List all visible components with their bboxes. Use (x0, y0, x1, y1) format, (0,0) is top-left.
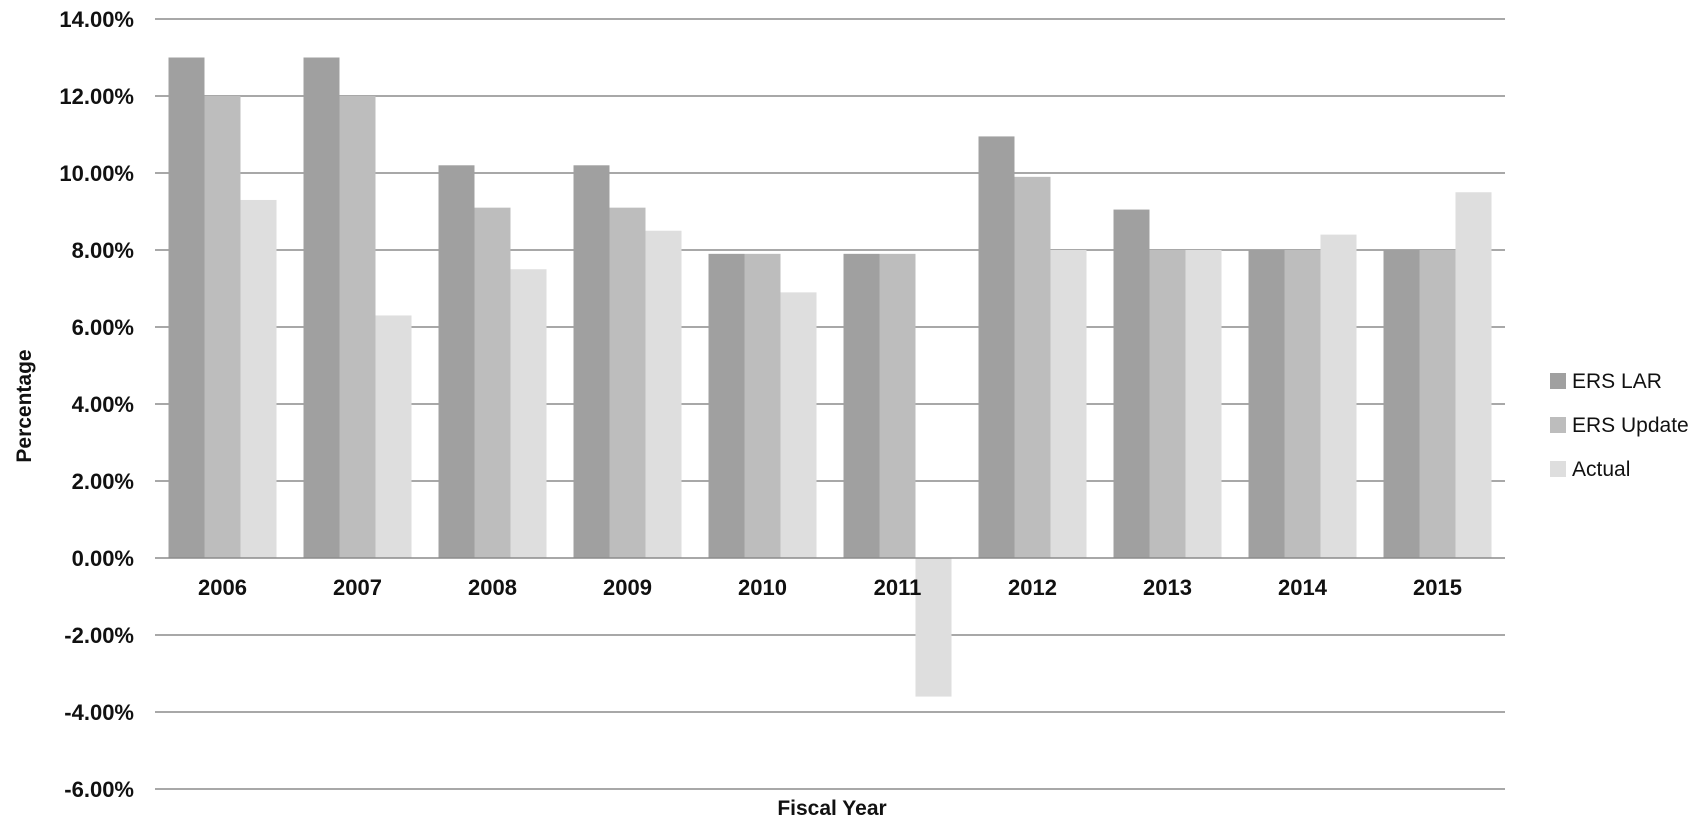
bar (1248, 250, 1285, 558)
y-tick-label: 10.00% (59, 161, 134, 186)
y-tick-label: 12.00% (59, 84, 134, 109)
bar (204, 96, 241, 558)
y-tick-label: 14.00% (59, 7, 134, 32)
legend: ERS LAR ERS Update Actual (1550, 370, 1689, 481)
y-axis-tick-labels: 14.00% 12.00% 10.00% 8.00% 6.00% 4.00% 2.00% 0.… (59, 7, 134, 802)
legend-label: ERS Update (1572, 414, 1689, 437)
bar (438, 165, 475, 559)
bar (744, 253, 781, 558)
bar (168, 57, 205, 558)
y-tick-label: 4.00% (72, 392, 134, 417)
bar (1014, 176, 1051, 558)
bar (1113, 209, 1150, 558)
legend-label: Actual (1572, 458, 1630, 481)
x-tick-label: 2008 (468, 575, 517, 600)
bar (474, 207, 511, 558)
x-tick-label: 2006 (198, 575, 247, 600)
bar (1320, 234, 1357, 558)
bar (510, 269, 547, 558)
bar (1383, 250, 1420, 558)
bar (978, 136, 1015, 559)
bar (303, 57, 340, 558)
x-axis-tick-labels: 2006 2007 2008 2009 2010 2011 2012 2013 2014 2015 (198, 575, 1462, 600)
y-axis-title: Percentage (13, 349, 36, 462)
x-tick-label: 2015 (1413, 575, 1462, 600)
bar (915, 558, 952, 697)
legend-label: ERS LAR (1572, 370, 1662, 393)
bar (879, 253, 916, 558)
x-tick-label: 2010 (738, 575, 787, 600)
legend-swatch (1550, 461, 1566, 477)
x-tick-label: 2013 (1143, 575, 1192, 600)
y-tick-label: -4.00% (64, 700, 134, 725)
x-axis-title: Fiscal Year (777, 797, 886, 818)
bar (375, 315, 412, 558)
y-tick-label: -2.00% (64, 623, 134, 648)
legend-swatch (1550, 373, 1566, 389)
bar (573, 165, 610, 559)
bar (1419, 250, 1456, 558)
y-tick-label: 6.00% (72, 315, 134, 340)
bar (843, 253, 880, 558)
bar (708, 253, 745, 558)
bar (780, 292, 817, 558)
x-tick-label: 2011 (874, 575, 922, 600)
x-tick-label: 2012 (1008, 575, 1057, 600)
bar (1284, 250, 1321, 558)
bar (645, 230, 682, 558)
bar (1050, 250, 1087, 558)
bar (339, 96, 376, 558)
y-tick-label: -6.00% (64, 777, 134, 802)
y-tick-label: 8.00% (72, 238, 134, 263)
x-tick-label: 2007 (333, 575, 382, 600)
x-tick-label: 2014 (1278, 575, 1328, 600)
bar (1455, 192, 1492, 558)
legend-swatch (1550, 417, 1566, 433)
bar (240, 199, 277, 558)
y-tick-label: 2.00% (72, 469, 134, 494)
x-tick-label: 2009 (603, 575, 652, 600)
y-tick-label: 0.00% (72, 546, 134, 571)
bars (168, 57, 1492, 697)
bar (1149, 250, 1186, 558)
bar (609, 207, 646, 558)
bar (1185, 250, 1222, 558)
